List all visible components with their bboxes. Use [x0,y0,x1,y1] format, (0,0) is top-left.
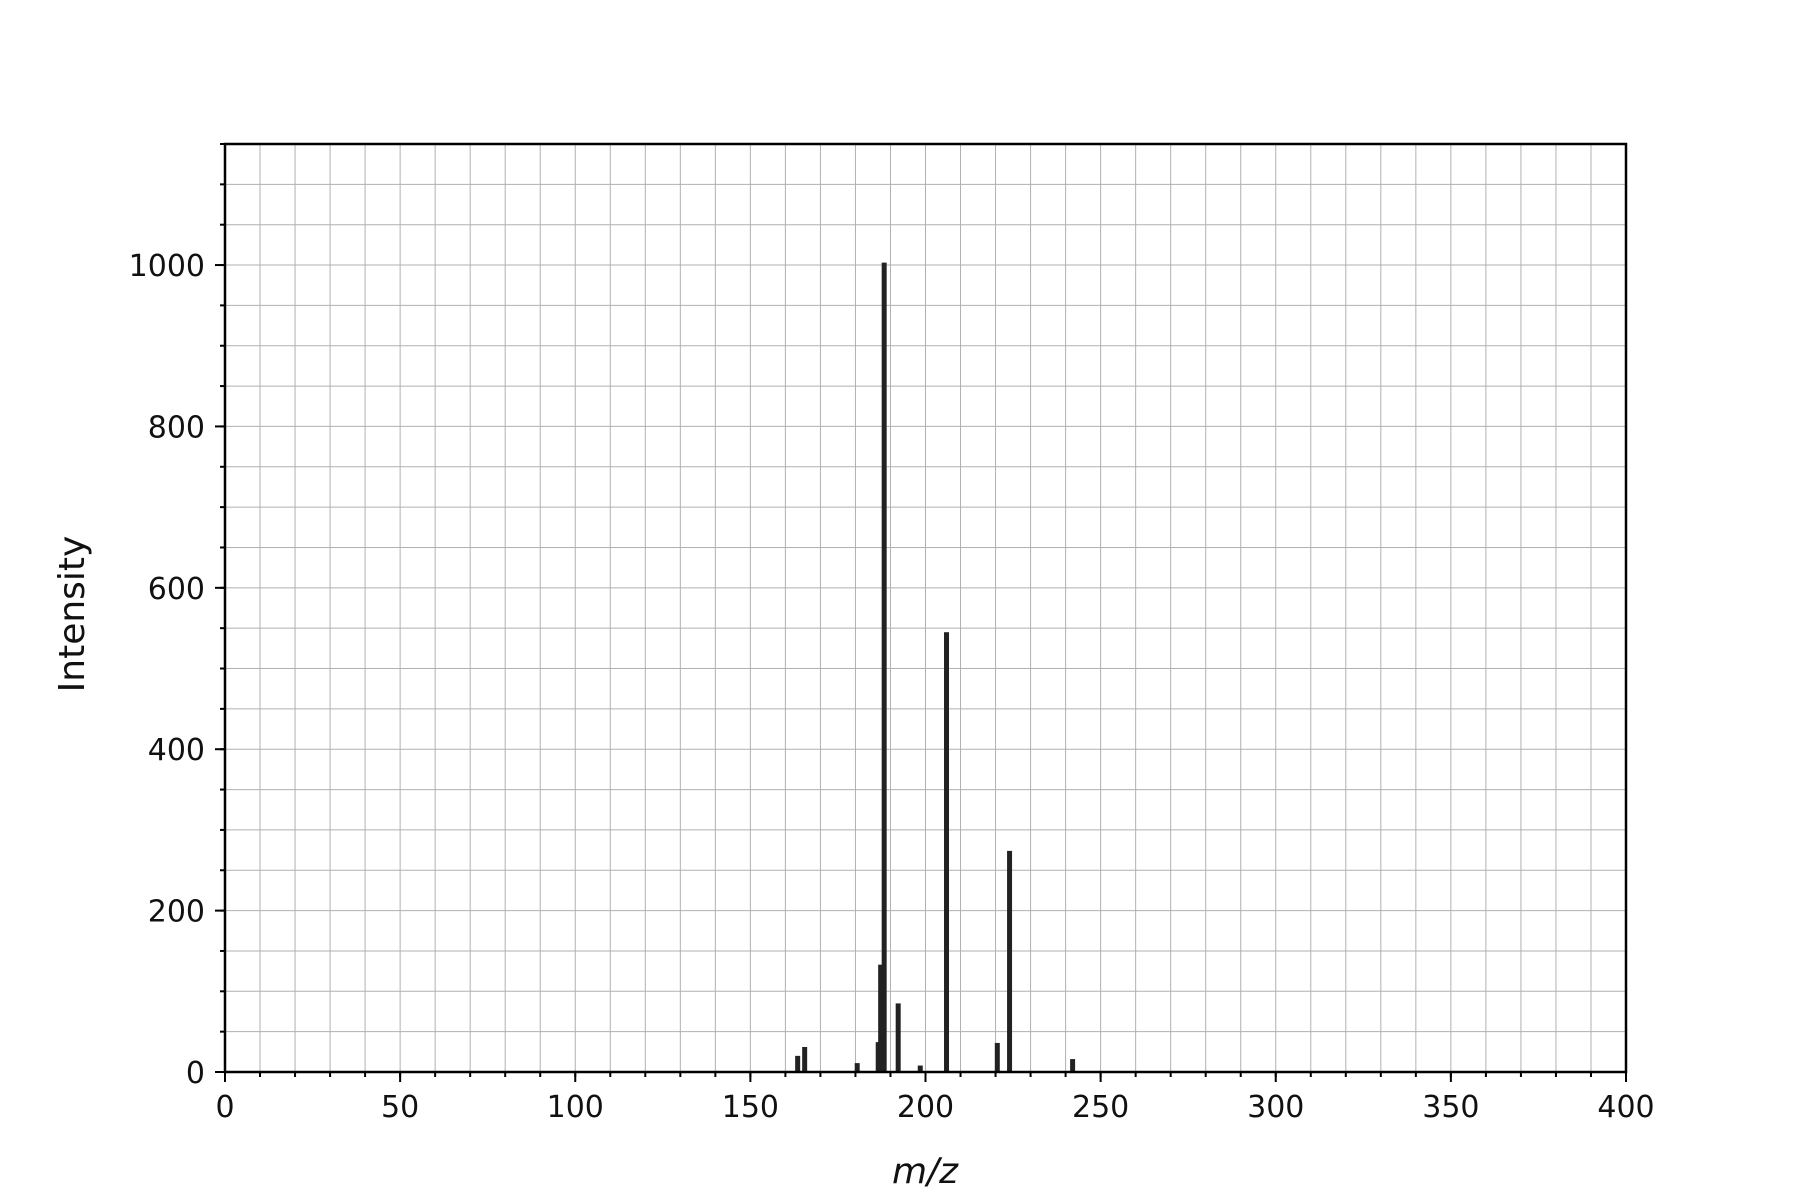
x-tick-label: 300 [1247,1090,1304,1125]
y-tick-label: 600 [148,572,205,607]
y-tick-label: 400 [148,733,205,768]
y-tick-label: 1000 [129,249,205,284]
x-tick-label: 200 [897,1090,954,1125]
y-axis-title: Intensity [52,536,93,693]
x-tick-label: 150 [722,1090,779,1125]
y-tick-label: 800 [148,410,205,445]
x-tick-label: 250 [1072,1090,1129,1125]
peak-bar [994,1042,1000,1072]
peak-bar [795,1055,801,1072]
x-tick-label: 350 [1422,1090,1479,1125]
peaks-layer [795,262,1076,1072]
x-tick-label: 50 [381,1090,419,1125]
peak-bar [802,1046,808,1072]
x-tick-label: 0 [215,1090,234,1125]
ticks-layer: 0 50 100 150 200 250 300 350 400 0 200 400 600 800 100… [129,143,1655,1125]
x-tick-label: 400 [1597,1090,1654,1125]
x-axis-title: m/z [892,1151,959,1192]
peak-bar [895,1003,901,1072]
grid-layer [224,143,1627,1073]
peak-bar [878,964,884,1072]
y-tick-label: 0 [186,1056,205,1091]
peak-bar [944,632,950,1072]
peak-bar [1070,1059,1076,1072]
peak-bar [881,262,887,1072]
peak-bar [1007,850,1013,1072]
x-tick-label: 100 [547,1090,604,1125]
peak-bar [917,1065,923,1072]
peak-bar [854,1063,860,1072]
y-tick-label: 200 [148,895,205,930]
